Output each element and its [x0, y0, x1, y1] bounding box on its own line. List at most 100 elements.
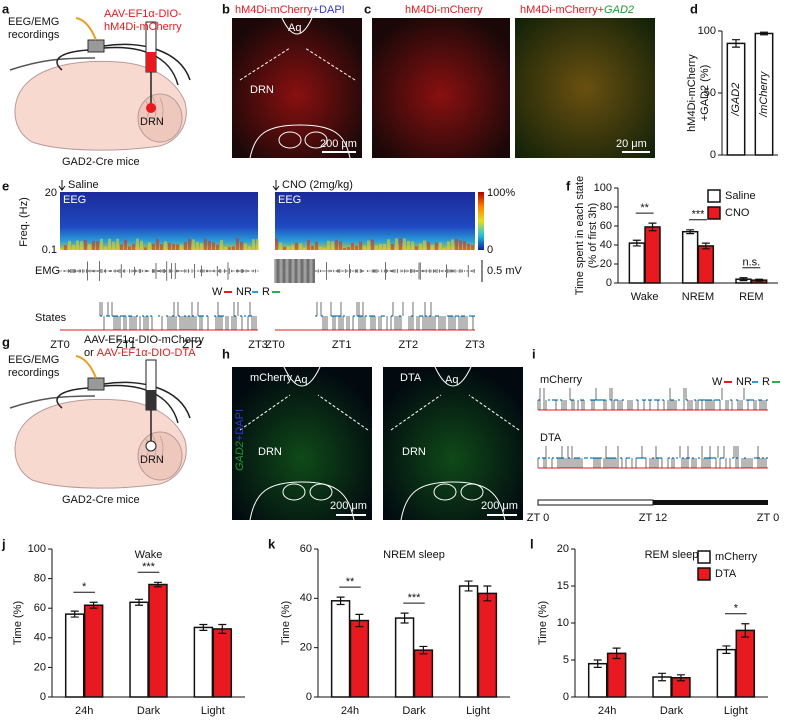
spectral-power	[323, 247, 326, 250]
or-label: or	[84, 347, 94, 359]
spectral-power	[339, 241, 342, 250]
spectral-power	[72, 244, 75, 250]
aq-label: Aq	[445, 374, 458, 386]
error-bar	[676, 674, 685, 682]
spectral-power	[88, 244, 91, 250]
error-bar	[632, 239, 641, 247]
spectral-power	[451, 239, 454, 250]
spectral-power	[299, 243, 302, 250]
significance-label: *	[82, 581, 87, 593]
title-part: hM4Di-mCherry+	[520, 4, 604, 16]
mlf-outline	[282, 483, 306, 501]
virus-label: AAV-EF1α-DIO-mCherry	[84, 334, 204, 346]
legend-label: Saline	[725, 190, 756, 202]
zt-label: ZT3	[465, 339, 485, 351]
x-tick-label: 24h	[341, 705, 359, 717]
mouse-label: GAD2-Cre mice	[62, 494, 140, 506]
hypnogram-transitions	[316, 302, 474, 330]
cable	[75, 17, 97, 41]
spectral-power	[399, 238, 402, 250]
mouse-label: GAD2-Cre mice	[62, 156, 140, 168]
spectral-power	[395, 238, 398, 250]
spectral-power	[459, 240, 462, 250]
spectral-power	[228, 247, 231, 250]
y-tick-label: 20	[34, 661, 46, 673]
error-bar	[135, 598, 144, 606]
state-key: W	[212, 286, 223, 298]
scale-label: 200 μm	[481, 500, 518, 512]
spectral-power	[387, 239, 390, 250]
spectral-power	[128, 246, 131, 250]
spectral-power	[256, 239, 259, 250]
spectral-power	[140, 240, 143, 250]
stain-part: GAD2	[234, 441, 246, 471]
drn-label: DRN	[258, 446, 282, 458]
recording-label: recordings	[8, 29, 60, 41]
spectral-power	[164, 241, 167, 250]
micrograph	[515, 18, 655, 158]
spectral-power	[152, 243, 155, 250]
spectral-power	[76, 240, 79, 250]
hypnogram-transitions	[99, 302, 257, 330]
spectral-power	[216, 244, 219, 250]
scale-label: 20 μm	[616, 138, 647, 150]
y-tick-label: 20	[600, 258, 612, 270]
spectral-power	[343, 247, 346, 250]
error-bar	[755, 278, 764, 282]
spectral-power	[319, 246, 322, 250]
spectral-power	[68, 240, 71, 250]
y-axis-label: hM4Di-mCherry	[686, 54, 698, 132]
spectral-power	[176, 244, 179, 250]
error-bar	[760, 31, 768, 36]
group-title: mCherry	[250, 372, 293, 384]
significance-label: **	[640, 202, 649, 214]
panel-letter: j	[1, 536, 6, 551]
panel-c: hM4Di-mCherry hM4Di-mCherry+GAD2 20 μm	[372, 4, 655, 158]
x-tick-label: Light	[201, 705, 225, 717]
bar	[587, 662, 608, 698]
spectral-power	[156, 238, 159, 250]
zt-label: ZT1	[332, 339, 352, 351]
y-tick-label: 80	[34, 573, 46, 585]
error-bar	[355, 613, 364, 628]
spectral-power	[240, 241, 243, 250]
panel-g: EEG/EMG recordings AAV-EF1α-DIO-mCherry …	[8, 334, 204, 506]
condition-label: CNO (2mg/kg)	[282, 179, 353, 191]
spectral-power	[427, 241, 430, 250]
spectral-power	[463, 241, 466, 250]
significance-label: n.s.	[742, 257, 760, 269]
micrograph	[372, 18, 510, 158]
spectral-power	[92, 241, 95, 250]
state-key: W	[712, 376, 723, 388]
mlf-outline	[304, 131, 328, 149]
aq-label: Aq	[288, 22, 301, 34]
spectral-power	[84, 239, 87, 250]
y-axis-label: Time (%)	[12, 601, 24, 645]
error-bar	[70, 610, 79, 618]
spectral-power	[335, 239, 338, 250]
spectral-power	[359, 241, 362, 250]
panel-e: Saline CNO (2mg/kg) EEG EEG Freq. (Hz) 2…	[18, 179, 523, 351]
mlf-outline	[309, 483, 333, 501]
mlf-outline	[433, 483, 457, 501]
spectral-power	[367, 240, 370, 250]
bar	[681, 230, 699, 284]
spectral-power	[455, 238, 458, 250]
bar	[330, 600, 351, 698]
spectral-power	[315, 241, 318, 250]
zt-label: ZT2	[399, 339, 419, 351]
zt-label: ZT 0	[527, 512, 549, 524]
spectral-power	[303, 247, 306, 250]
group-title: DTA	[400, 372, 422, 384]
spectral-power	[355, 245, 358, 250]
eeg-label: EEG	[278, 194, 301, 206]
brain-sketch	[9, 395, 188, 489]
legend-swatch	[697, 550, 711, 564]
category-label: /GAD2	[730, 83, 742, 117]
scale-label: 200 μm	[320, 138, 357, 150]
bar	[394, 617, 415, 698]
virus-label: AAV-EF1α-DIO-DTA	[97, 347, 197, 359]
error-bar	[739, 277, 748, 282]
injection-arrow	[58, 180, 280, 191]
zt-label: ZT3	[248, 339, 268, 351]
